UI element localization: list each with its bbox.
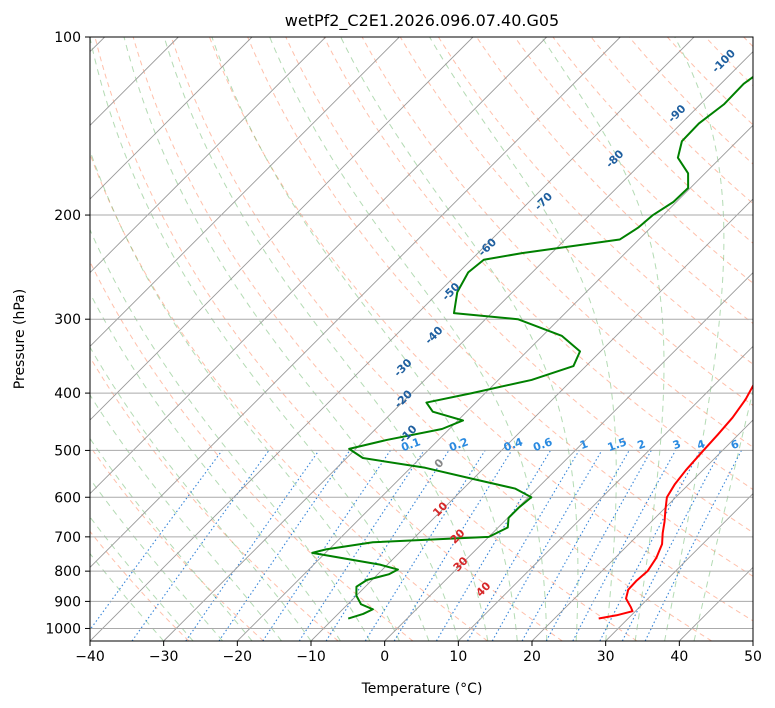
mixing-ratio-line [521, 450, 630, 641]
x-axis-label: Temperature (°C) [361, 681, 483, 697]
dry-adiabat-line [132, 37, 638, 641]
moist-adiabat-line [90, 516, 194, 641]
mixing-ratio-line [621, 450, 722, 641]
x-tick-label: 20 [523, 649, 541, 665]
x-tick-label: −10 [296, 649, 326, 665]
isotherm-line [90, 37, 326, 274]
mixing-ratio-label: 4 [695, 437, 707, 452]
moist-adiabat-line [211, 37, 518, 641]
mixing-ratio-label: 2 [636, 437, 648, 452]
isotherm-line [90, 37, 400, 347]
x-axis-ticks: −40 −30 −20 −10 0 10 20 30 40 50 [75, 641, 762, 665]
mixing-ratio-label: 0.4 [502, 435, 525, 454]
isotherm-line [605, 493, 753, 641]
y-tick-label: 400 [54, 386, 81, 402]
y-tick-label: 600 [54, 490, 81, 506]
y-axis-ticks: 100 200 300 400 500 600 700 800 900 1000 [45, 30, 90, 637]
moist-adiabat-line [90, 228, 371, 641]
isotherm-line [90, 37, 253, 200]
moist-adiabat-line [340, 37, 579, 641]
moist-adiabat-line [693, 388, 753, 641]
dry-adiabat-line [285, 37, 753, 534]
moist-adiabat-line [163, 37, 489, 641]
isotherm-line [531, 419, 753, 641]
isotherm-line [90, 37, 695, 641]
y-tick-label: 800 [54, 564, 81, 580]
x-tick-label: 0 [380, 649, 389, 665]
moist-adiabat-line [90, 437, 253, 641]
mixing-ratio-label: 0.2 [447, 435, 470, 454]
mixing-ratio-line [185, 450, 320, 641]
y-tick-label: 100 [54, 30, 81, 46]
y-axis-label: Pressure (hPa) [12, 289, 28, 389]
plot-frame [89, 36, 754, 642]
dry-adiabat-line [399, 37, 753, 407]
mixing-ratio-label: 6 [729, 437, 741, 452]
isotherm-line [458, 345, 753, 641]
x-tick-label: 30 [597, 649, 615, 665]
dry-adiabat-line [247, 37, 753, 577]
plot-area: -100-90-80-70-60-50-40-30-20-10010203040… [90, 37, 753, 641]
mixing-ratio-line [90, 450, 223, 631]
mixing-ratio-label: 1.5 [606, 435, 629, 454]
mixing-ratio-lines [90, 450, 742, 641]
x-tick-label: 50 [744, 649, 762, 665]
isotherm-line [90, 37, 547, 495]
moist-adiabat-line [429, 37, 617, 641]
moist-adiabat-line [90, 552, 165, 641]
y-tick-label: 200 [54, 208, 81, 224]
y-tick-label: 300 [54, 312, 81, 328]
y-tick-label: 500 [54, 443, 81, 459]
mixing-ratio-line [218, 450, 351, 641]
moist-adiabat-line [90, 478, 223, 641]
dry-adiabat-line [90, 356, 339, 641]
y-tick-label: 1000 [45, 621, 81, 637]
x-tick-label: −20 [223, 649, 253, 665]
mixing-ratio-line [644, 450, 742, 641]
mixing-ratio-label: 1 [578, 437, 590, 452]
temperature-profile-line [598, 383, 753, 620]
chart-title: wetPf2_C2E1.2026.096.07.40.G05 [285, 11, 559, 31]
mixing-ratio-label: 0.6 [531, 435, 554, 454]
x-tick-label: 10 [449, 649, 467, 665]
dry-adiabat-line [90, 260, 414, 641]
moist-adiabat-line [123, 37, 459, 641]
isotherm-line [163, 51, 753, 641]
isotherm-line [237, 124, 753, 641]
mixing-ratio-line [393, 450, 513, 641]
mixing-ratio-line [545, 450, 652, 641]
mixing-ratio-label: 0.1 [399, 435, 422, 454]
isotherm-line [384, 272, 753, 641]
dry-adiabat-line [90, 530, 190, 641]
dewpoint-profile-line [311, 75, 753, 620]
mixing-ratio-line [298, 450, 425, 641]
isobars [90, 37, 753, 629]
moist-adiabat-line [90, 346, 312, 641]
isotherm-line [90, 37, 621, 568]
moist-adiabat-line [541, 37, 665, 641]
mixing-ratio-line [572, 450, 677, 641]
dry-adiabat-line [438, 37, 753, 365]
sounding-series [311, 75, 753, 620]
mixing-ratio-label: 3 [671, 437, 683, 452]
isotherm-line [90, 37, 474, 421]
moist-adiabat-line [90, 394, 282, 641]
moist-adiabat-line [90, 149, 400, 641]
moist-adiabat-line [90, 37, 430, 641]
y-tick-label: 900 [54, 594, 81, 610]
x-tick-label: −30 [149, 649, 179, 665]
x-tick-label: −40 [75, 649, 105, 665]
x-tick-label: 40 [670, 649, 688, 665]
dry-adiabat-line [323, 37, 753, 491]
moist-adiabat-line [664, 37, 725, 641]
y-tick-label: 700 [54, 530, 81, 546]
mixing-ratio-line [262, 450, 391, 641]
